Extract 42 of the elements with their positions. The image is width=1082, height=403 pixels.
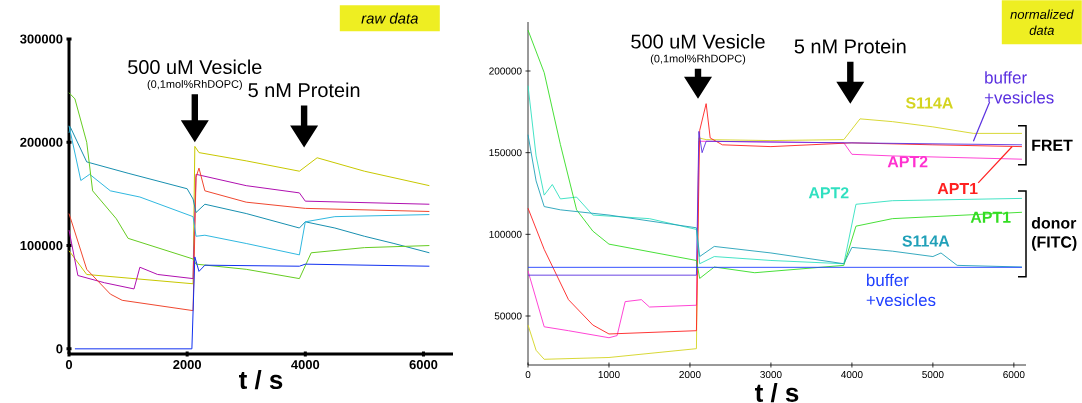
annotation: (0,1mol%RhDOPC) bbox=[147, 79, 242, 91]
series-label: buffer +vesicles bbox=[866, 273, 936, 307]
y-tick-label: 0 bbox=[56, 344, 63, 354]
x-tick-label: 0 bbox=[525, 371, 531, 379]
text: APT1 bbox=[937, 183, 978, 195]
y-tick-label: 100000 bbox=[489, 230, 522, 238]
x-tick-label: 2000 bbox=[679, 371, 701, 379]
x-tick-label: 4000 bbox=[841, 371, 863, 379]
x-tick-label: 6000 bbox=[1003, 371, 1025, 379]
text: raw data bbox=[361, 12, 418, 24]
series-label: S114A bbox=[902, 235, 950, 247]
annotation: 5 nM Protein bbox=[794, 38, 906, 54]
y-tick-label: 50000 bbox=[494, 312, 522, 320]
x-tick-label: 5000 bbox=[922, 371, 944, 379]
line-series bbox=[74, 256, 430, 350]
series-label: APT2 bbox=[808, 187, 849, 199]
text: donor (FITC) bbox=[1031, 217, 1077, 251]
x-tick-label: 2000 bbox=[173, 360, 202, 370]
y-tick-label: 300000 bbox=[20, 34, 63, 44]
y-tick-label: 200000 bbox=[489, 67, 522, 75]
y-tick-label: 100000 bbox=[20, 240, 63, 251]
x-tick-label: 6000 bbox=[409, 360, 438, 370]
x-axis-title: t / s bbox=[239, 370, 283, 390]
x-tick-label: 4000 bbox=[291, 360, 320, 370]
x-tick-label: 3000 bbox=[760, 371, 782, 379]
annotation: (0,1mol%RhDOPC) bbox=[650, 54, 746, 65]
x-tick-label: 0 bbox=[65, 360, 73, 370]
series-label: APT2 bbox=[887, 156, 928, 168]
series-label: S114A bbox=[905, 97, 953, 109]
annotation: 500 uM Vesicle bbox=[128, 59, 262, 75]
annotation: 500 uM Vesicle bbox=[631, 33, 765, 49]
series-label: APT1 bbox=[970, 211, 1011, 223]
annotation: 5 nM Protein bbox=[248, 82, 360, 98]
text: buffer +vesicles bbox=[984, 71, 1054, 104]
x-axis-title: t / s bbox=[755, 382, 799, 403]
line-series bbox=[68, 167, 430, 312]
y-tick-label: 200000 bbox=[20, 137, 63, 147]
x-tick-label: 1000 bbox=[598, 371, 620, 379]
line-series bbox=[68, 145, 430, 285]
y-tick-label: 150000 bbox=[489, 149, 522, 157]
text: FRET bbox=[1032, 139, 1073, 151]
annotation: normalized data bbox=[1010, 9, 1074, 35]
